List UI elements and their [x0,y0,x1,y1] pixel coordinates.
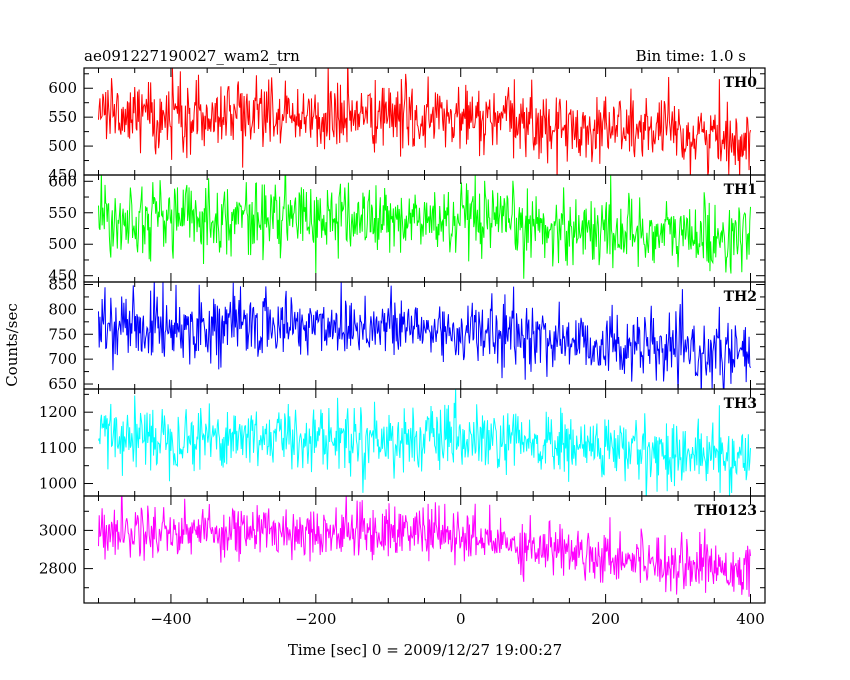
y-axis-label: Counts/sec [3,303,21,387]
panel-th3: 1000 1100 1200 TH3 [39,388,766,497]
panel-th0: 450 500 550 600 TH0 [48,67,766,184]
x-tick-label: 0 [456,610,466,628]
panel-label: TH1 [724,182,757,198]
y-tick-label: 800 [48,300,77,318]
panel-frame [83,495,766,604]
panel-th0123: 2800 3000 TH0123 [39,495,766,604]
bin-time-label: Bin time: 1.0 s [636,47,746,65]
y-tick-label: 750 [48,325,77,343]
y-tick-label: 850 [48,275,77,293]
series-line-th3 [98,389,752,496]
x-tick-label: −400 [150,610,191,628]
y-tick-label: 500 [48,235,77,253]
x-tick-label: 400 [736,610,765,628]
panel-frame [83,281,766,390]
y-tick-label: 500 [48,137,77,155]
y-tick-label: 3000 [39,521,77,539]
y-tick-label: 1100 [39,439,77,457]
y-tick-label: 450 [48,267,77,285]
x-tick-label: 200 [591,610,620,628]
panel-th2: 650 700 750 800 850 TH2 [48,275,766,393]
x-tick-label: −200 [295,610,336,628]
panel-label: TH2 [724,289,757,305]
y-tick-label: 1000 [39,475,77,493]
y-tick-label: 450 [48,166,77,184]
series-line-th1 [97,175,752,279]
panel-label: TH0123 [694,503,757,519]
series-line-th0123 [97,496,752,597]
y-tick-label: 600 [48,172,77,190]
series-line-th0 [97,68,751,175]
series-line-th2 [97,282,751,389]
y-tick-label: 1200 [39,403,77,421]
chart-title: ae091227190027_wam2_trn [84,47,300,65]
panel-th1: 450 500 550 600 TH1 [48,172,766,285]
panel-label: TH0 [724,75,758,91]
x-axis: −400 −200 0 200 400 [150,610,764,628]
y-tick-label: 550 [48,204,77,222]
y-tick-label: 600 [48,79,77,97]
panel-label: TH3 [724,396,757,412]
y-tick-label: 650 [48,375,77,393]
x-axis-label: Time [sec] 0 = 2009/12/27 19:00:27 [288,641,562,659]
panel-stack: 450 500 550 600 TH0 450 500 550 600 TH1 650 700 750 8… [39,67,766,604]
y-tick-label: 550 [48,108,77,126]
y-tick-label: 700 [48,350,77,368]
y-tick-label: 2800 [39,560,77,578]
